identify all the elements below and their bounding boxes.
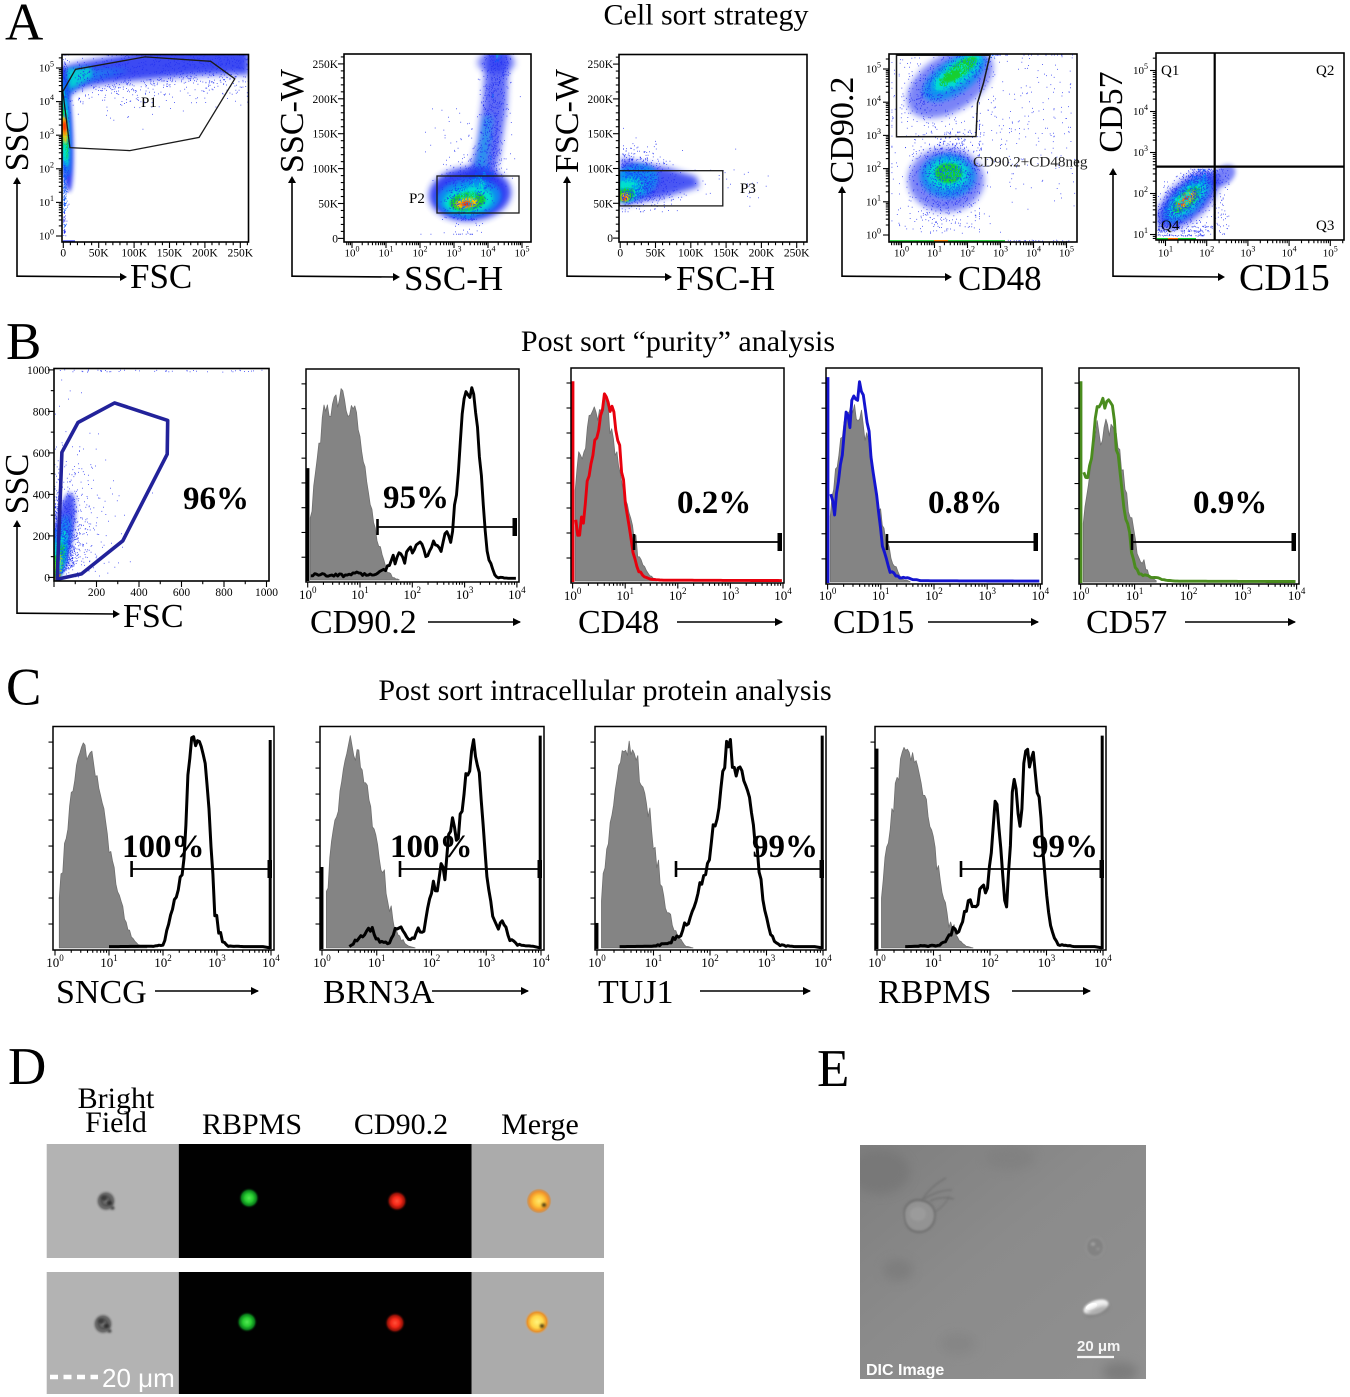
- svg-text:SSC-W: SSC-W: [274, 68, 311, 173]
- svg-text:RBPMS: RBPMS: [878, 974, 991, 1011]
- svg-text:CD57: CD57: [1093, 71, 1130, 152]
- svg-text:FSC-H: FSC-H: [676, 259, 775, 298]
- svg-text:250K: 250K: [784, 248, 810, 260]
- svg-text:DIC Image: DIC Image: [866, 1362, 944, 1379]
- svg-text:C: C: [6, 659, 41, 717]
- svg-text:250K: 250K: [312, 59, 338, 71]
- svg-text:0: 0: [617, 248, 623, 260]
- svg-text:99%: 99%: [1032, 829, 1098, 865]
- svg-text:CD57: CD57: [1086, 604, 1167, 641]
- svg-text:100K: 100K: [587, 164, 613, 176]
- svg-text:SSC: SSC: [0, 111, 36, 172]
- svg-text:400: 400: [130, 587, 148, 599]
- svg-text:150K: 150K: [713, 248, 739, 260]
- svg-text:CD90.2: CD90.2: [824, 77, 861, 184]
- svg-text:Field: Field: [85, 1106, 147, 1139]
- svg-text:RBPMS: RBPMS: [202, 1108, 302, 1141]
- svg-text:Post sort “purity” analysis: Post sort “purity” analysis: [521, 325, 835, 358]
- svg-text:P3: P3: [740, 181, 756, 197]
- svg-text:250K: 250K: [228, 248, 254, 260]
- svg-text:Merge: Merge: [501, 1108, 579, 1141]
- svg-text:0.9%: 0.9%: [1193, 485, 1267, 521]
- svg-text:SNCG: SNCG: [56, 974, 147, 1011]
- svg-text:20 μm: 20 μm: [1077, 1338, 1120, 1355]
- svg-text:150K: 150K: [157, 248, 183, 260]
- svg-text:0.2%: 0.2%: [677, 485, 751, 521]
- svg-text:50K: 50K: [646, 248, 667, 260]
- svg-text:CD90.2: CD90.2: [310, 604, 417, 641]
- svg-text:600: 600: [173, 587, 191, 599]
- svg-text:CD90.2+CD48neg: CD90.2+CD48neg: [973, 154, 1088, 171]
- svg-text:P2: P2: [409, 191, 425, 207]
- svg-text:0: 0: [60, 248, 66, 260]
- svg-text:1000: 1000: [27, 365, 50, 377]
- svg-text:0: 0: [332, 233, 338, 245]
- svg-text:Post sort intracellular protei: Post sort intracellular protein analysis: [378, 674, 831, 707]
- svg-text:250K: 250K: [587, 59, 613, 71]
- svg-text:0: 0: [44, 572, 50, 584]
- svg-text:CD48: CD48: [578, 604, 659, 641]
- svg-text:200K: 200K: [749, 248, 775, 260]
- svg-text:B: B: [6, 313, 41, 371]
- svg-text:50K: 50K: [318, 199, 339, 211]
- svg-text:20 μm: 20 μm: [102, 1363, 175, 1393]
- svg-text:200K: 200K: [192, 248, 218, 260]
- svg-text:200K: 200K: [587, 94, 613, 106]
- svg-text:CD90.2: CD90.2: [354, 1108, 448, 1141]
- svg-text:Q2: Q2: [1316, 63, 1334, 79]
- svg-text:50K: 50K: [593, 198, 614, 210]
- svg-text:99%: 99%: [752, 829, 818, 865]
- svg-text:CD15: CD15: [833, 604, 914, 641]
- svg-text:SSC: SSC: [0, 454, 36, 515]
- svg-text:0: 0: [607, 233, 613, 245]
- svg-text:Bright: Bright: [78, 1082, 155, 1115]
- svg-text:100%: 100%: [122, 829, 205, 865]
- svg-text:CD15: CD15: [1239, 257, 1330, 299]
- svg-text:150K: 150K: [587, 129, 613, 141]
- svg-text:200: 200: [88, 587, 106, 599]
- svg-text:96%: 96%: [183, 481, 249, 517]
- svg-text:SSC-H: SSC-H: [404, 259, 503, 298]
- svg-text:95%: 95%: [383, 480, 449, 516]
- svg-text:200: 200: [33, 531, 51, 543]
- svg-text:0.8%: 0.8%: [928, 485, 1002, 521]
- svg-text:A: A: [5, 0, 43, 52]
- svg-text:BRN3A: BRN3A: [323, 974, 435, 1011]
- svg-text:100K: 100K: [121, 248, 147, 260]
- svg-text:50K: 50K: [89, 248, 110, 260]
- svg-text:400: 400: [33, 489, 51, 501]
- svg-text:800: 800: [33, 406, 51, 418]
- svg-text:FSC: FSC: [123, 598, 184, 635]
- svg-text:Q3: Q3: [1316, 218, 1334, 234]
- svg-text:150K: 150K: [312, 129, 338, 141]
- svg-text:200K: 200K: [312, 94, 338, 106]
- svg-text:Q4: Q4: [1161, 218, 1180, 234]
- svg-text:D: D: [8, 1038, 46, 1096]
- svg-text:800: 800: [215, 587, 233, 599]
- svg-text:FSC-W: FSC-W: [549, 68, 586, 173]
- svg-text:P1: P1: [141, 95, 157, 111]
- svg-text:FSC: FSC: [130, 257, 192, 296]
- svg-text:CD48: CD48: [958, 259, 1042, 298]
- svg-text:1000: 1000: [255, 587, 278, 599]
- svg-text:E: E: [817, 1040, 849, 1098]
- svg-text:Q1: Q1: [1161, 63, 1179, 79]
- svg-text:Cell sort strategy: Cell sort strategy: [604, 0, 809, 32]
- svg-text:100%: 100%: [390, 829, 473, 865]
- svg-text:600: 600: [33, 448, 51, 460]
- svg-text:TUJ1: TUJ1: [598, 974, 674, 1011]
- svg-text:100K: 100K: [678, 248, 704, 260]
- svg-text:100K: 100K: [312, 164, 338, 176]
